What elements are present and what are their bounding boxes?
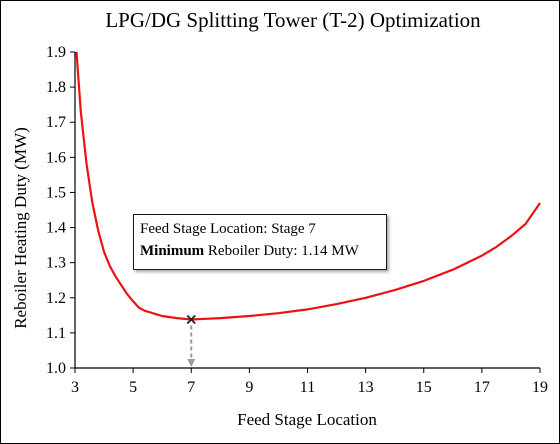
y-tick-label: 1.7 [46, 114, 66, 131]
x-tick-label: 3 [71, 379, 79, 396]
minimum-point-marker [186, 314, 196, 325]
x-tick-label: 13 [358, 379, 374, 396]
marker-layer [186, 314, 196, 367]
y-axis-label: Reboiler Heating Duty (MW) [11, 127, 30, 329]
y-tick-label: 1.3 [46, 255, 66, 272]
x-tick-label: 17 [474, 379, 490, 396]
ticks: 3 5 7 9 11 13 15 17 19 1.0 1.1 1.2 1.3 1.4 1.5 1.6 1.7 1.… [46, 44, 548, 396]
annotation-line-2: Minimum Reboiler Duty: 1.14 MW [140, 240, 380, 262]
annotation-line-2-rest: Reboiler Duty: 1.14 MW [204, 243, 359, 259]
axes [74, 52, 540, 369]
series-layer [75, 51, 541, 321]
y-tick-label: 1.1 [46, 325, 66, 342]
annotation-box: Feed Stage Location: Stage 7 Minimum Reb… [133, 214, 387, 270]
y-tick-label: 1.5 [46, 184, 66, 201]
chart-title: LPG/DG Splitting Tower (T-2) Optimizatio… [105, 8, 481, 32]
y-tick-label: 1.0 [46, 360, 66, 377]
x-tick-label: 15 [416, 379, 432, 396]
x-tick-label: 7 [187, 379, 195, 396]
minimum-arrowhead [187, 359, 196, 367]
x-tick-label: 5 [129, 379, 137, 396]
x-tick-label: 11 [300, 379, 315, 396]
annotation-line-1: Feed Stage Location: Stage 7 [140, 221, 316, 237]
x-axis-label: Feed Stage Location [237, 410, 377, 429]
y-tick-label: 1.9 [46, 44, 66, 61]
y-tick-label: 1.2 [46, 290, 66, 307]
y-tick-label: 1.4 [46, 220, 66, 237]
y-tick-label: 1.6 [46, 149, 66, 166]
annotation-bold-word: Minimum [140, 243, 205, 259]
series-line [75, 51, 541, 321]
x-tick-label: 19 [532, 379, 548, 396]
x-tick-label: 9 [245, 379, 253, 396]
y-tick-label: 1.8 [46, 79, 66, 96]
